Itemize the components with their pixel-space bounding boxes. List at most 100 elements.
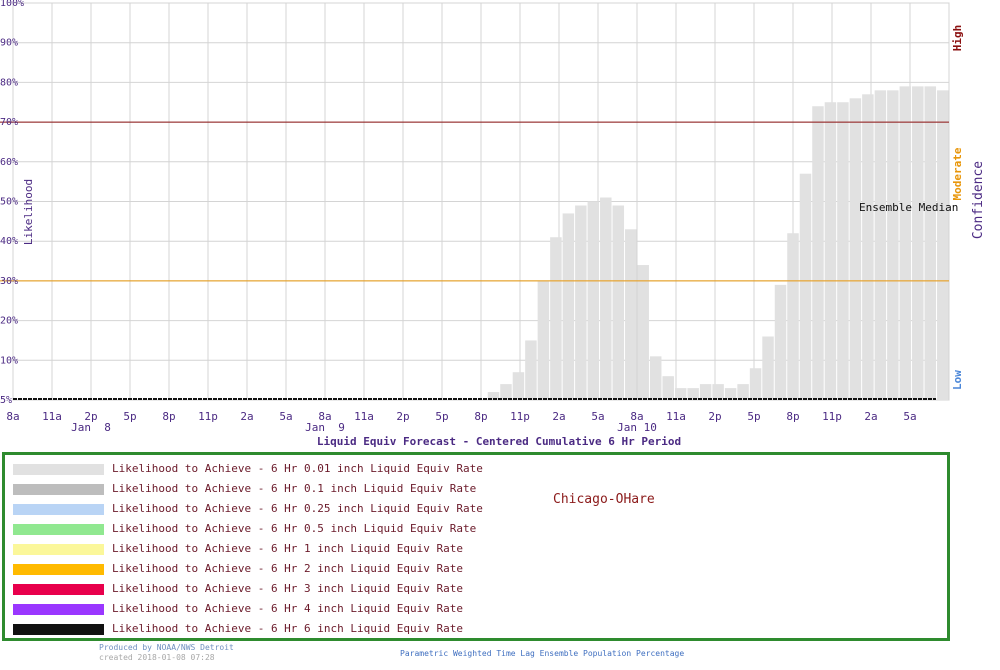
- bar: [575, 205, 587, 400]
- legend-swatch: [13, 584, 104, 595]
- bar: [500, 384, 512, 400]
- bar: [787, 233, 799, 400]
- bar: [587, 201, 600, 400]
- legend-swatch: [13, 604, 104, 615]
- y-tick-labels: 5% 10% 20% 30% 40% 50% 60% 70% 80% 90% 100%: [0, 0, 24, 406]
- bar: [924, 86, 937, 401]
- y-axis-label: Likelihood: [22, 179, 35, 245]
- legend-label: Likelihood to Achieve - 6 Hr 0.5 inch Li…: [112, 522, 477, 535]
- x-tick-label: 8p: [474, 410, 487, 423]
- y-tick-label: 10%: [0, 355, 18, 366]
- bar: [600, 197, 612, 400]
- bar-series: [13, 86, 949, 401]
- bar: [899, 86, 912, 401]
- bar: [749, 368, 762, 400]
- right-axis-label: Confidence: [971, 161, 986, 239]
- bar: [512, 372, 525, 400]
- x-tick-label: 2p: [84, 410, 97, 423]
- legend-panel: Likelihood to Achieve - 6 Hr 0.01 inch L…: [2, 452, 950, 641]
- x-tick-label: 11a: [42, 410, 62, 423]
- x-tick-label: 11p: [198, 410, 218, 423]
- legend-label: Likelihood to Achieve - 6 Hr 6 inch Liqu…: [112, 622, 463, 635]
- bar: [674, 388, 687, 400]
- x-tick-label: 2a: [552, 410, 565, 423]
- legend-label: Likelihood to Achieve - 6 Hr 0.25 inch L…: [112, 502, 483, 515]
- date-label: Jan 10: [617, 421, 657, 434]
- legend-swatch: [13, 464, 104, 475]
- x-tick-label: 8a: [630, 410, 643, 423]
- chart-title: Liquid Equiv Forecast - Centered Cumulat…: [317, 435, 681, 448]
- y-tick-label: 90%: [0, 38, 18, 49]
- bar: [625, 229, 637, 400]
- bar: [837, 102, 849, 400]
- x-tick-label: 2a: [240, 410, 253, 423]
- bar: [937, 90, 949, 400]
- annotation-ensemble-median: Ensemble Median: [859, 201, 958, 214]
- bar: [525, 340, 537, 400]
- legend-label: Likelihood to Achieve - 6 Hr 0.1 inch Li…: [112, 482, 477, 495]
- y-tick-label: 70%: [0, 117, 18, 128]
- x-tick-label: 11p: [510, 410, 530, 423]
- footer-credits: Produced by NOAA/NWS Detroit created 201…: [99, 643, 234, 663]
- x-tick-label: 11a: [666, 410, 686, 423]
- x-tick-label: 5a: [591, 410, 604, 423]
- confidence-moderate-label: Moderate: [951, 147, 964, 200]
- x-tick-label: 2a: [864, 410, 877, 423]
- y-tick-label: 80%: [0, 77, 18, 88]
- x-tick-label: 8p: [786, 410, 799, 423]
- x-tick-label: 11a: [354, 410, 374, 423]
- bar: [724, 388, 737, 400]
- footer-created: created 2018-01-08 07:28: [99, 653, 215, 662]
- bar: [687, 388, 699, 400]
- y-tick-label: 20%: [0, 316, 18, 327]
- bar: [562, 213, 575, 400]
- x-tick-labels: 8a 11a 2p 5p 8p 11p 2a 5a 8a 11a 2p 5p 8p 11p 2a 5a 8a 11…: [6, 410, 916, 423]
- legend-swatch: [13, 524, 104, 535]
- x-tick-label: 5a: [279, 410, 292, 423]
- x-tick-label: 8p: [162, 410, 175, 423]
- bar: [537, 280, 550, 400]
- bar: [812, 106, 824, 400]
- legend-label: Likelihood to Achieve - 6 Hr 3 inch Liqu…: [112, 582, 463, 595]
- bar: [849, 98, 862, 400]
- bar: [637, 265, 649, 400]
- bar: [487, 392, 500, 400]
- legend-label: Likelihood to Achieve - 6 Hr 4 inch Liqu…: [112, 602, 463, 615]
- date-labels: Jan 8 Jan 9 Jan 10: [71, 421, 657, 434]
- legend-label: Likelihood to Achieve - 6 Hr 0.01 inch L…: [112, 462, 483, 475]
- y-tick-label: 100%: [0, 0, 24, 9]
- legend-swatch: [13, 564, 104, 575]
- legend-swatch: [13, 544, 104, 555]
- bar: [737, 384, 749, 400]
- threshold-lines: [0, 121, 949, 282]
- x-tick-label: 5p: [123, 410, 136, 423]
- x-tick-label: 8a: [318, 410, 331, 423]
- footer-produced: Produced by NOAA/NWS Detroit: [99, 643, 234, 652]
- bar: [762, 336, 774, 400]
- x-tick-label: 8a: [6, 410, 19, 423]
- bar: [712, 384, 724, 400]
- bar: [699, 384, 712, 400]
- y-tick-label: 30%: [0, 276, 18, 287]
- bar: [862, 94, 874, 400]
- x-tick-label: 5p: [747, 410, 760, 423]
- date-label: Jan 8: [71, 421, 111, 434]
- x-tick-label: 5a: [903, 410, 916, 423]
- x-tick-label: 2p: [396, 410, 409, 423]
- station-name: Chicago-OHare: [553, 492, 655, 507]
- x-tick-label: 5p: [435, 410, 448, 423]
- bar: [774, 284, 787, 400]
- legend-label: Likelihood to Achieve - 6 Hr 1 inch Liqu…: [112, 542, 463, 555]
- y-tick-label: 50%: [0, 197, 18, 208]
- confidence-low-label: Low: [951, 370, 964, 390]
- chart-svg: 5% 10% 20% 30% 40% 50% 60% 70% 80% 90% 100% 8a 11a 2…: [0, 0, 986, 448]
- y-tick-label: 40%: [0, 236, 18, 247]
- y-tick-label: 60%: [0, 157, 18, 168]
- bar: [887, 90, 899, 400]
- legend-swatch: [13, 484, 104, 495]
- confidence-high-label: High: [951, 25, 964, 52]
- date-label: Jan 9: [305, 421, 345, 434]
- bar: [550, 237, 562, 400]
- bar: [799, 173, 812, 400]
- x-tick-label: 11p: [822, 410, 842, 423]
